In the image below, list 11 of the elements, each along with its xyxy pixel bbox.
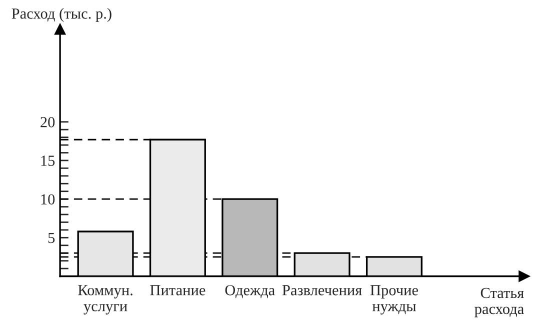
x-tick-label: Прочие нужды — [370, 285, 418, 314]
y-tick-label: 20 — [40, 117, 55, 128]
x-axis-title: Статья расхода — [474, 288, 524, 318]
y-tick-label: 10 — [41, 194, 55, 205]
x-tick-label: Развлечения — [282, 285, 362, 296]
y-axis-title: Расход (тыс. р.) — [12, 8, 112, 22]
x-tick-label: Одежда — [225, 285, 275, 298]
x-tick-label: Коммун. услуги — [78, 285, 132, 314]
x-tick-label: Питание — [150, 285, 206, 296]
y-tick-label: 5 — [48, 232, 55, 244]
y-tick-label: 15 — [41, 156, 55, 166]
